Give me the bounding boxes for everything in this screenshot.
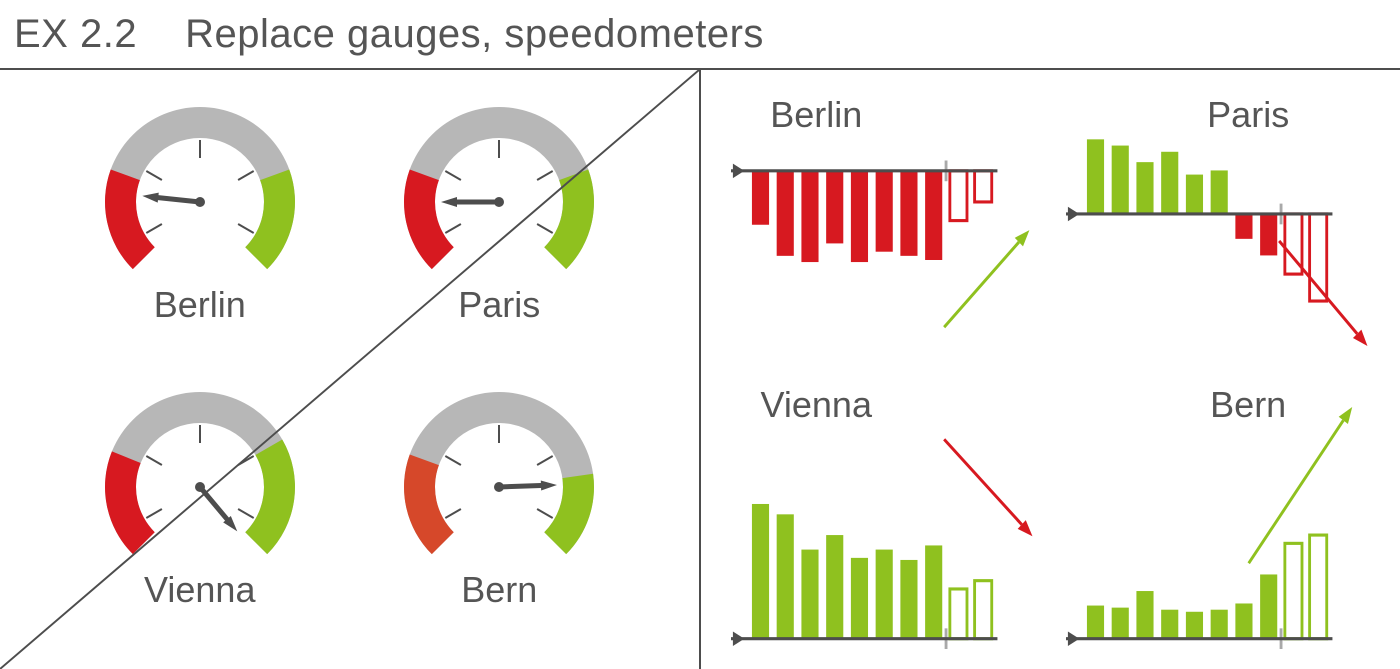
gauge-label: Berlin bbox=[154, 284, 246, 326]
bar-cell: Berlin bbox=[731, 90, 1036, 360]
gauge-label: Bern bbox=[461, 569, 537, 611]
gauge-cell: Bern bbox=[350, 375, 650, 660]
bar-cell: Bern bbox=[1066, 380, 1371, 650]
bar-panel: Berlin Paris Vienna bbox=[701, 70, 1400, 669]
body: Berlin Paris Vienna bbox=[0, 70, 1400, 669]
bar-title: Bern bbox=[1210, 384, 1286, 426]
gauge-bern bbox=[379, 375, 619, 575]
bar-title: Berlin bbox=[770, 94, 862, 136]
gauge-berlin bbox=[80, 90, 320, 290]
gauge-cell: Vienna bbox=[50, 375, 350, 660]
page-header: EX 2.2 Replace gauges, speedometers bbox=[0, 0, 1400, 68]
bar-title: Paris bbox=[1207, 94, 1289, 136]
page: EX 2.2 Replace gauges, speedometers Berl… bbox=[0, 0, 1400, 669]
gauge-panel: Berlin Paris Vienna bbox=[0, 70, 701, 669]
gauge-label: Vienna bbox=[144, 569, 255, 611]
gauge-grid: Berlin Paris Vienna bbox=[50, 90, 649, 659]
gauge-cell: Berlin bbox=[50, 90, 350, 375]
gauge-cell: Paris bbox=[350, 90, 650, 375]
header-title: Replace gauges, speedometers bbox=[185, 12, 764, 57]
bar-grid: Berlin Paris Vienna bbox=[731, 90, 1370, 649]
gauge-label: Paris bbox=[458, 284, 540, 326]
bar-cell: Vienna bbox=[731, 380, 1036, 650]
gauge-vienna bbox=[80, 375, 320, 575]
header-code: EX 2.2 bbox=[14, 12, 137, 57]
bar-title: Vienna bbox=[761, 384, 872, 426]
bar-cell: Paris bbox=[1066, 90, 1371, 360]
gauge-paris bbox=[379, 90, 619, 290]
